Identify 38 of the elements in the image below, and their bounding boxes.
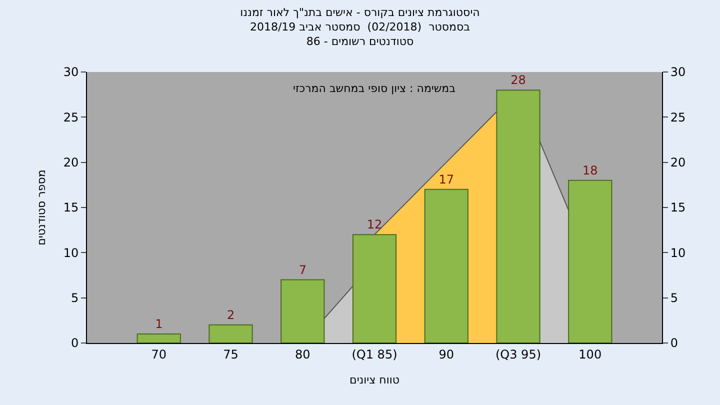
x-tick-label: 90	[438, 347, 454, 362]
data-label: 18	[582, 163, 598, 178]
y-tick-label: 20	[63, 156, 79, 170]
bar	[280, 279, 325, 343]
y2-tick-label: 0	[670, 336, 678, 350]
bar	[424, 188, 468, 343]
y2-tick-label: 30	[670, 65, 686, 80]
data-label: 17	[438, 172, 454, 186]
bar	[136, 333, 181, 343]
x-tick-label: (Q3 95)	[495, 347, 542, 362]
x-tick-label: 75	[223, 347, 238, 362]
annotation: במשימה : ציון סופי במחשב המרכזי	[293, 82, 456, 95]
y2-tick-label: 10	[670, 246, 686, 260]
x-tick-label: 100	[578, 347, 602, 362]
y-tick-label: 25	[63, 110, 79, 124]
chart-title: היסטוגרמת ציונים בקורס - אישים בתנ"ך לאור זמננו בסמסטר (02/2018) סמסטר אביב 2018/19 סטודנטים רשומים - 86	[240, 6, 480, 48]
x-axis-title: טווח ציונים	[350, 374, 400, 387]
bar	[352, 234, 397, 343]
y2-tick-label: 25	[670, 110, 686, 124]
y-tick-label: 15	[63, 200, 79, 215]
y-tick-label: 30	[63, 65, 79, 80]
y-axis-title: מספר סטודנטים	[34, 170, 48, 246]
data-label: 12	[366, 218, 382, 232]
bar	[568, 180, 612, 343]
data-label: 28	[510, 73, 526, 88]
y-tick-label: 5	[70, 291, 79, 306]
bar	[208, 324, 253, 343]
x-tick-label: 80	[294, 347, 310, 362]
y-tick-label: 0	[70, 336, 79, 350]
y2-tick-label: 15	[670, 200, 686, 215]
y2-tick-label: 20	[670, 156, 686, 170]
data-label: 1	[155, 316, 163, 331]
x-tick-label: 70	[151, 347, 167, 362]
y-tick-label: 10	[63, 246, 79, 260]
x-tick-label: (Q1 85)	[352, 347, 398, 362]
data-label: 7	[298, 262, 306, 277]
data-label: 2	[226, 308, 235, 322]
y2-tick-label: 5	[670, 291, 678, 306]
